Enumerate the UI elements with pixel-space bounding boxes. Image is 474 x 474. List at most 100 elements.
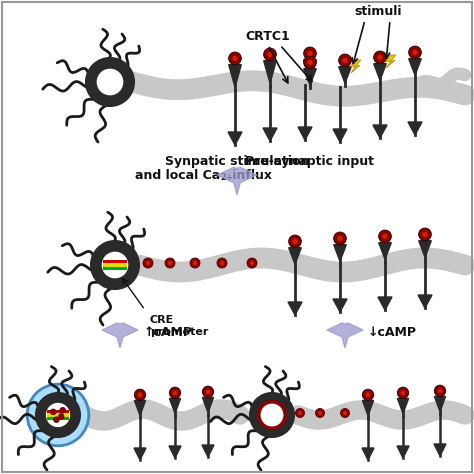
Bar [47, 410, 69, 413]
Circle shape [259, 402, 285, 428]
Circle shape [54, 417, 59, 423]
Bar [103, 264, 127, 267]
Circle shape [318, 411, 322, 415]
Circle shape [264, 48, 276, 61]
Polygon shape [363, 401, 374, 416]
Polygon shape [350, 60, 361, 73]
Text: ↓cAMP: ↓cAMP [368, 327, 417, 339]
Polygon shape [135, 401, 146, 416]
Polygon shape [434, 444, 446, 456]
Circle shape [58, 414, 64, 419]
Polygon shape [409, 59, 421, 75]
Polygon shape [217, 167, 257, 195]
Circle shape [190, 258, 200, 268]
Text: Pre-synaptic input: Pre-synaptic input [246, 155, 374, 168]
Text: ↑cAMP: ↑cAMP [144, 327, 193, 339]
Circle shape [250, 261, 254, 265]
Polygon shape [304, 60, 316, 82]
Circle shape [295, 409, 304, 418]
Circle shape [206, 390, 210, 394]
Bar [47, 417, 69, 420]
Circle shape [96, 68, 124, 96]
Circle shape [135, 389, 146, 401]
Polygon shape [334, 245, 346, 261]
Text: CRTC1: CRTC1 [246, 30, 291, 43]
Circle shape [304, 47, 316, 60]
Circle shape [342, 58, 348, 63]
Polygon shape [419, 241, 431, 257]
Text: 2+: 2+ [220, 173, 233, 182]
Circle shape [50, 409, 56, 415]
Text: and local Ca: and local Ca [135, 169, 220, 182]
Circle shape [137, 392, 142, 397]
Polygon shape [264, 61, 276, 83]
Polygon shape [434, 396, 446, 411]
Polygon shape [102, 323, 138, 348]
Circle shape [220, 261, 224, 265]
Circle shape [337, 236, 343, 241]
Polygon shape [134, 448, 146, 460]
Polygon shape [379, 243, 392, 259]
Polygon shape [289, 248, 301, 264]
Circle shape [193, 261, 197, 265]
Circle shape [339, 54, 351, 67]
Circle shape [374, 51, 386, 64]
Polygon shape [408, 122, 422, 135]
Text: Synpatic stimulation: Synpatic stimulation [165, 155, 309, 168]
Circle shape [173, 391, 177, 395]
Circle shape [363, 389, 374, 401]
Polygon shape [333, 129, 347, 142]
Polygon shape [397, 446, 409, 458]
Polygon shape [202, 445, 214, 457]
Polygon shape [202, 397, 214, 412]
Polygon shape [304, 69, 316, 85]
Text: CRE
promoter: CRE promoter [150, 315, 209, 337]
Circle shape [202, 386, 214, 397]
Circle shape [316, 409, 325, 418]
Polygon shape [298, 127, 312, 140]
Text: influx: influx [228, 169, 272, 182]
Circle shape [267, 52, 273, 57]
Circle shape [60, 408, 65, 413]
Circle shape [412, 50, 418, 55]
Circle shape [292, 239, 298, 244]
Polygon shape [228, 64, 241, 87]
Circle shape [298, 411, 302, 415]
Circle shape [289, 235, 301, 248]
Bar [47, 413, 69, 417]
Circle shape [247, 258, 257, 268]
Polygon shape [228, 132, 242, 145]
Circle shape [409, 46, 421, 59]
Circle shape [228, 52, 241, 64]
Circle shape [86, 58, 134, 106]
Polygon shape [327, 323, 363, 348]
Circle shape [100, 251, 129, 279]
Text: Electrical
stimuli: Electrical stimuli [346, 0, 410, 18]
Circle shape [45, 402, 71, 428]
Circle shape [365, 392, 370, 397]
Circle shape [377, 55, 383, 60]
Circle shape [334, 232, 346, 245]
Circle shape [143, 258, 153, 268]
Polygon shape [373, 125, 387, 138]
Circle shape [36, 393, 80, 437]
Polygon shape [378, 297, 392, 310]
Polygon shape [263, 128, 277, 141]
Circle shape [422, 232, 428, 237]
Circle shape [419, 228, 431, 241]
Circle shape [165, 258, 175, 268]
Circle shape [91, 241, 139, 289]
Bar [103, 260, 127, 263]
Polygon shape [169, 399, 181, 414]
Circle shape [304, 56, 316, 69]
Circle shape [340, 409, 349, 418]
Polygon shape [362, 448, 374, 460]
Circle shape [232, 56, 237, 61]
Polygon shape [339, 67, 351, 83]
Circle shape [27, 384, 89, 446]
Circle shape [434, 385, 446, 396]
Circle shape [307, 51, 313, 56]
Circle shape [169, 387, 181, 399]
Polygon shape [288, 302, 302, 315]
Circle shape [168, 261, 172, 265]
